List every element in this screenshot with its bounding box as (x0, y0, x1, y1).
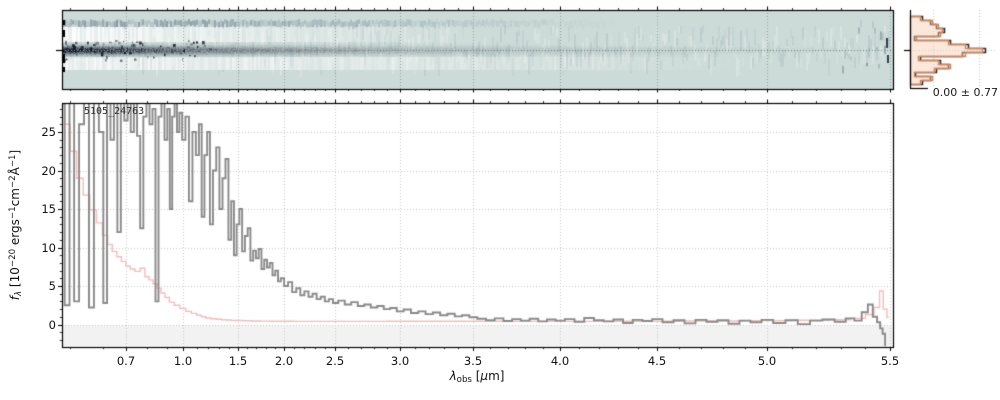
y-axis-label-open: [10 (8, 267, 22, 291)
x-tick-label: 4.5 (647, 354, 667, 368)
x-tick-label: 1.5 (228, 354, 248, 368)
y-tick-label: 0 (48, 317, 56, 332)
x-tick-label: 2.5 (325, 354, 345, 368)
y-axis-label-exp2: −1 (8, 206, 19, 220)
x-axis-label-unit-close: m] (488, 369, 505, 383)
x-tick-label: 3.5 (463, 354, 483, 368)
object-id-label: 5105_24763 (84, 106, 145, 117)
x-tick-label: 3.0 (390, 354, 410, 368)
y-axis-label-exp3: −2 (8, 175, 19, 189)
x-tick-label: 1.0 (173, 354, 193, 368)
x-tick-label: 5.5 (880, 354, 900, 368)
y-tick-label: 15 (41, 202, 56, 216)
x-axis-label-unit-open: [ (471, 369, 481, 383)
y-axis-label-exp1: −20 (8, 248, 19, 268)
y-axis-label-exp4: −1 (8, 154, 19, 168)
y-tick-label: 25 (41, 125, 56, 139)
x-axis-label-lambda: λ (449, 369, 457, 383)
y-axis-label: fλ [10−20 ergs−1cm−2Å−1] (8, 150, 25, 301)
y-axis-label-cm: cm (8, 188, 22, 207)
y-axis-label-angstrom: Å (8, 167, 22, 176)
x-axis-label: λobs [μm] (449, 369, 505, 386)
histogram-stat-label: 0.00 ± 0.77 (932, 86, 998, 99)
y-axis-label-lambda: λ (14, 290, 25, 296)
x-tick-label: 4.0 (550, 354, 570, 368)
y-axis-label-ergs: ergs (8, 219, 22, 249)
y-tick-label: 20 (41, 163, 56, 178)
x-tick-label: 5.0 (757, 354, 777, 368)
y-axis-label-f: f (8, 296, 22, 301)
x-tick-label: 2.0 (274, 354, 294, 368)
y-tick-label: 5 (48, 279, 56, 293)
x-axis-label-mu: μ (480, 369, 489, 383)
y-tick-label: 10 (41, 240, 56, 255)
x-axis-label-sub: obs (456, 375, 472, 386)
x-tick-label: 0.7 (116, 354, 136, 368)
